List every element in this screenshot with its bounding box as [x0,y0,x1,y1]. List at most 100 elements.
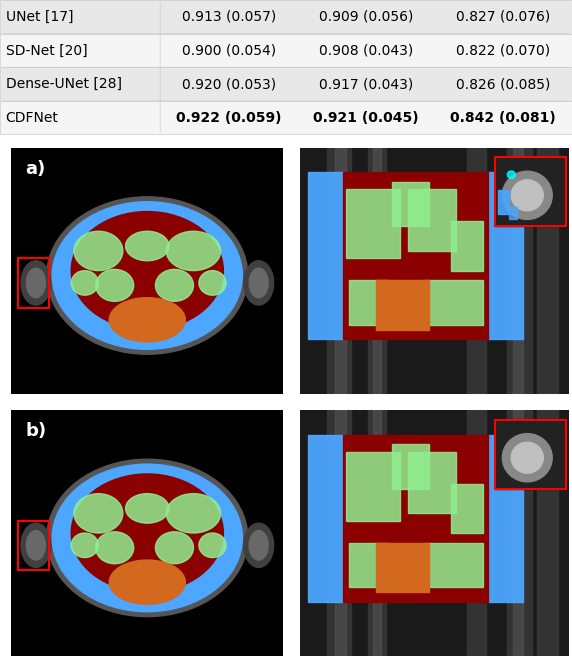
Text: 0.827 (0.076): 0.827 (0.076) [456,10,550,24]
Bar [346,190,400,258]
Text: 0.913 (0.057): 0.913 (0.057) [182,10,276,24]
Ellipse shape [244,260,273,305]
Ellipse shape [21,260,51,305]
Bar [495,157,566,226]
Bar [424,280,483,325]
Ellipse shape [26,268,45,298]
Bar [0,68,572,101]
Bar [373,410,381,656]
Ellipse shape [71,533,98,558]
Ellipse shape [249,268,268,298]
Bar [495,420,566,489]
Ellipse shape [71,474,223,592]
Text: 0.908 (0.043): 0.908 (0.043) [319,43,413,58]
Text: 0.826 (0.085): 0.826 (0.085) [456,77,550,91]
Bar [308,172,343,339]
Bar [507,410,531,656]
Bar [376,281,430,329]
Ellipse shape [47,459,248,617]
Bar [537,410,558,656]
Bar [327,148,351,394]
Bar [451,221,483,270]
Bar [327,410,351,656]
Bar [451,484,483,533]
Ellipse shape [74,231,123,270]
Text: 0.921 (0.045): 0.921 (0.045) [313,111,419,125]
Ellipse shape [244,523,273,567]
Bar [0,0,572,33]
Text: UNet [17]: UNet [17] [6,10,73,24]
Bar [408,190,456,251]
Text: SD-Net [20]: SD-Net [20] [6,43,88,58]
Bar [495,420,566,489]
Bar [392,182,430,226]
Text: b): b) [25,422,46,440]
Bar [335,410,346,656]
Bar [349,280,389,325]
Ellipse shape [249,531,268,560]
Ellipse shape [502,434,552,482]
Bar [424,543,483,587]
Text: Dense-UNet [28]: Dense-UNet [28] [6,77,122,91]
Bar [308,434,343,602]
Bar [467,410,486,656]
Bar [335,148,346,394]
Ellipse shape [52,464,243,611]
Ellipse shape [511,442,543,473]
Bar [349,543,389,587]
Ellipse shape [71,211,223,329]
Bar [367,410,386,656]
Text: 0.922 (0.059): 0.922 (0.059) [176,111,281,125]
Bar [343,172,488,339]
Ellipse shape [511,180,543,211]
Ellipse shape [71,270,98,295]
Ellipse shape [166,231,221,270]
Ellipse shape [166,493,221,533]
Bar [367,148,386,394]
Ellipse shape [156,532,193,564]
Text: 0.842 (0.081): 0.842 (0.081) [451,111,556,125]
Ellipse shape [96,532,134,564]
Ellipse shape [47,197,248,354]
Bar [18,521,50,570]
Bar [0,101,572,134]
Ellipse shape [74,493,123,533]
Bar [498,190,509,214]
Text: CDFNet: CDFNet [6,111,58,125]
Ellipse shape [125,232,169,260]
Bar [488,434,523,602]
Ellipse shape [26,531,45,560]
Ellipse shape [502,171,552,219]
Ellipse shape [21,523,51,567]
Bar [513,410,523,656]
Ellipse shape [125,493,169,523]
Bar [537,148,558,394]
Ellipse shape [199,270,226,295]
Text: 0.917 (0.043): 0.917 (0.043) [319,77,413,91]
Ellipse shape [109,560,185,604]
Text: 0.920 (0.053): 0.920 (0.053) [182,77,276,91]
Bar [392,445,430,489]
Ellipse shape [109,298,185,342]
Bar [509,207,517,219]
Ellipse shape [96,270,134,301]
Bar [346,452,400,521]
Bar [513,148,523,394]
Ellipse shape [156,270,193,301]
Bar [376,543,430,592]
Text: 0.822 (0.070): 0.822 (0.070) [456,43,550,58]
Bar [495,157,566,226]
Bar [488,172,523,339]
Bar [18,258,50,308]
Text: 0.900 (0.054): 0.900 (0.054) [182,43,276,58]
Text: 0.909 (0.056): 0.909 (0.056) [319,10,413,24]
Bar [373,148,381,394]
Bar [0,33,572,68]
Bar [507,148,531,394]
Ellipse shape [507,171,515,178]
Bar [467,148,486,394]
Ellipse shape [199,533,226,558]
Bar [408,452,456,513]
Ellipse shape [52,201,243,349]
Bar [343,434,488,602]
